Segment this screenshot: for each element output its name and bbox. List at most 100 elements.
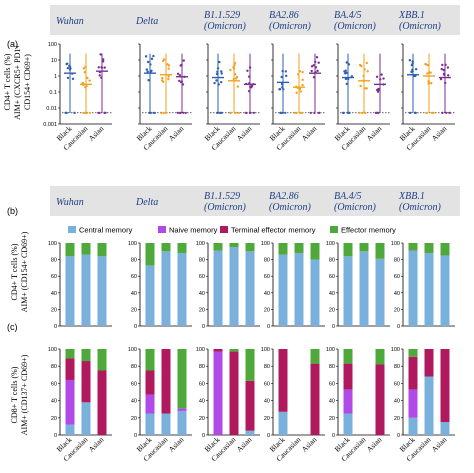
- variant-header-4: BA.4/5: [334, 191, 362, 202]
- b-y-tick-label: 20: [131, 307, 137, 313]
- c-y-tick-label: 20: [131, 416, 137, 422]
- y-label-line-0: CD8+ T cells (%): [10, 366, 19, 423]
- data-point: [345, 61, 348, 64]
- data-point: [365, 61, 368, 65]
- data-point: [280, 83, 284, 86]
- variant-header-2: B1.1.529: [204, 191, 240, 202]
- data-point: [411, 62, 414, 65]
- data-point: [344, 77, 348, 81]
- b-y-tick-label: 60: [199, 274, 205, 280]
- panel-b-stacked-bars: 100 80 60 40 20 0 100 80 60 40 20 0 100 80 60 40 20 0 100 8…: [48, 241, 455, 330]
- b-bar-segment: [65, 256, 75, 326]
- data-point: [150, 57, 154, 61]
- variant-header-4-sub: (Omicron): [334, 21, 377, 32]
- data-point: [244, 82, 248, 86]
- variant-header-5-sub: (Omicron): [399, 202, 442, 213]
- data-point: [366, 70, 369, 73]
- c-y-tick-label: 60: [51, 381, 57, 387]
- variant-header-1: Delta: [135, 16, 158, 27]
- data-point: [380, 73, 383, 76]
- data-point-lod: [85, 111, 89, 114]
- data-point: [167, 75, 170, 78]
- c-bar-segment: [177, 349, 187, 409]
- data-point-lod: [182, 111, 185, 114]
- b-bar-segment: [161, 243, 171, 252]
- legend-swatch-2: [220, 226, 228, 233]
- data-point: [278, 88, 282, 91]
- data-point: [234, 73, 237, 76]
- data-point: [86, 76, 89, 80]
- legend-label-2: Terminal effector memory: [231, 226, 316, 235]
- data-point: [102, 58, 105, 61]
- b-bar-segment: [161, 251, 171, 326]
- c-bar-segment: [245, 380, 255, 431]
- c-bar-segment: [245, 349, 255, 381]
- b-y-tick-label: 100: [196, 241, 205, 247]
- c-bar-segment: [81, 402, 91, 435]
- b-bar-segment: [408, 250, 418, 326]
- c-x-tick-label: Asian: [235, 435, 254, 454]
- data-point: [442, 72, 446, 75]
- b-y-tick-label: 100: [48, 241, 57, 247]
- b-bar-segment: [97, 243, 107, 257]
- data-point: [66, 66, 70, 70]
- y-tick-label: 0.1: [49, 90, 57, 96]
- c-y-tick-label: 80: [329, 364, 335, 370]
- c-y-tick-label: 60: [131, 381, 137, 387]
- c-y-tick-label: 100: [48, 347, 57, 353]
- c-bar-segment: [81, 361, 91, 403]
- x-tick-label: Asian: [87, 124, 106, 143]
- variant-header-3: BA2.86: [269, 191, 299, 202]
- c-bar-segment: [213, 349, 223, 352]
- b-y-tick-label: 100: [391, 241, 400, 247]
- c-y-tick-label: 100: [128, 347, 137, 353]
- b-bar-segment: [81, 243, 91, 255]
- b-bar-segment: [145, 265, 155, 326]
- data-point-lod: [162, 111, 165, 114]
- data-point: [295, 91, 298, 94]
- data-point: [233, 61, 237, 65]
- y-tick-label: 1: [54, 74, 57, 80]
- c-bar-segment: [343, 349, 353, 364]
- c-bar-segment: [161, 349, 171, 414]
- variant-header-4-sub: (Omicron): [334, 202, 377, 213]
- b-bar-segment: [65, 243, 75, 257]
- data-point: [66, 62, 69, 65]
- c-y-tick-label: 40: [131, 399, 137, 405]
- data-point: [98, 74, 101, 77]
- data-point: [81, 81, 84, 85]
- data-point: [362, 74, 365, 78]
- data-point: [284, 70, 288, 73]
- b-bar-segment: [343, 243, 353, 257]
- data-point: [68, 65, 72, 68]
- data-point: [161, 59, 165, 63]
- data-point: [97, 66, 100, 69]
- b-bar-segment: [310, 243, 320, 260]
- b-y-tick-label: 100: [128, 241, 137, 247]
- data-point: [295, 85, 298, 88]
- header-background: [50, 5, 460, 35]
- data-point: [229, 68, 232, 72]
- data-point: [167, 64, 171, 67]
- b-bar-segment: [359, 243, 369, 252]
- data-point: [217, 83, 221, 86]
- c-bar-segment: [278, 411, 288, 435]
- data-point: [178, 79, 181, 83]
- data-point: [247, 89, 251, 93]
- y-axis-label-b: CD4+ T cells (%) AIM+ (CD154+ CD69+): [10, 231, 29, 312]
- c-bar-segment: [81, 349, 91, 362]
- c-y-tick-label: 0: [54, 433, 57, 439]
- data-point: [430, 82, 433, 85]
- data-point: [281, 86, 284, 89]
- variant-header-3: BA2.86: [269, 10, 299, 21]
- data-point: [88, 79, 91, 82]
- data-point: [180, 80, 184, 83]
- y-label-line-1: AIM+ (CD137+ CD69+): [20, 354, 29, 435]
- x-tick-label: Asian: [300, 124, 319, 143]
- data-point-lod: [179, 111, 182, 114]
- panel-label-b: (b): [7, 206, 18, 216]
- c-bar-segment: [408, 349, 418, 357]
- data-point: [100, 66, 103, 69]
- data-point: [176, 72, 180, 75]
